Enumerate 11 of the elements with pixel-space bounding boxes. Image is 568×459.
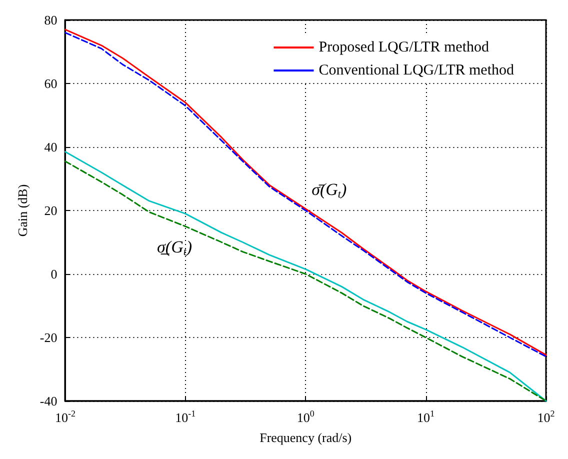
y-tick-label: -40 — [40, 394, 58, 408]
y-tick-label: 0 — [50, 266, 58, 282]
y-axis-title: Gain (dB) — [15, 184, 30, 237]
y-tick-label: 40 — [44, 140, 58, 154]
y-tick-label: 60 — [44, 76, 58, 91]
legend-label: Proposed LQG/LTR method — [318, 40, 490, 56]
y-tick-label: 80 — [44, 12, 58, 28]
y-tick-label: 20 — [44, 203, 58, 218]
legend-label: Conventional LQG/LTR method — [318, 62, 514, 78]
y-tick-label: -20 — [40, 330, 58, 345]
x-axis-title: Frequency (rad/s) — [260, 430, 352, 445]
